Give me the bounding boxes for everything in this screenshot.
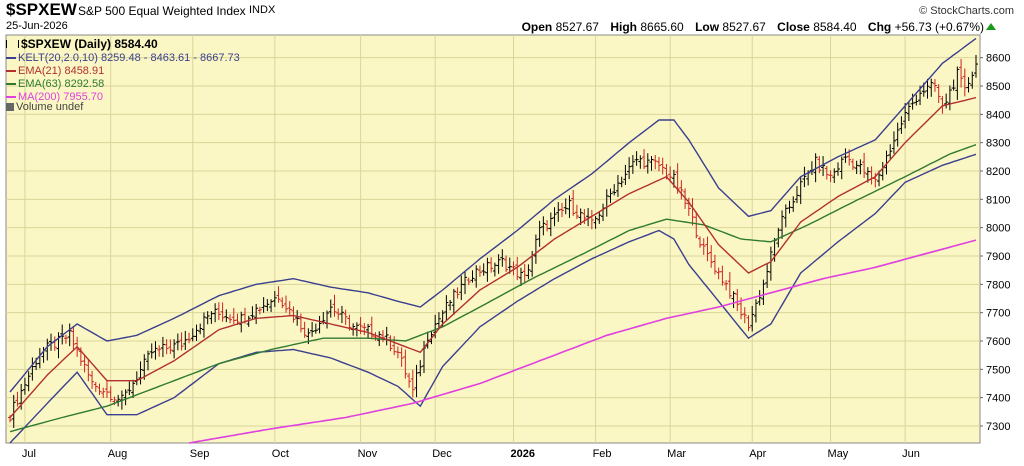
y-tick-label: 7900 — [986, 251, 1010, 263]
x-tick-label: Oct — [272, 448, 289, 460]
legend-kelt: KELT(20,2.0,10) 8259.48 - 8463.61 - 8667… — [6, 52, 240, 64]
x-tick-label: Feb — [593, 448, 612, 460]
legend-ema21: EMA(21) 8458.91 — [6, 65, 104, 77]
y-tick-label: 7700 — [986, 308, 1010, 320]
change-label: Chg — [867, 20, 892, 34]
kelt-lower-line — [9, 153, 977, 444]
ema63-line — [9, 144, 977, 433]
legend-title-text: $SPXEW (Daily) 8584.40 — [21, 37, 158, 51]
legend-ma200: MA(200) 7955.70 — [6, 91, 103, 103]
legend-volume: Volume undef — [6, 101, 83, 113]
y-tick-label: 8400 — [986, 109, 1010, 121]
x-tick-label: Nov — [358, 448, 378, 460]
close-value: 8584.40 — [813, 20, 857, 34]
legend-volume-text: Volume undef — [16, 101, 84, 113]
ema21-line — [9, 96, 977, 418]
brand-watermark: © StockCharts.com — [919, 5, 1014, 17]
y-tick-label: 7300 — [986, 421, 1010, 433]
index-name: S&P 500 Equal Weighted Index — [78, 4, 246, 18]
chart-date: 25-Jun-2026 — [6, 20, 68, 32]
legend-ema63: EMA(63) 8292.58 — [6, 78, 104, 90]
y-tick-label: 8000 — [986, 223, 1010, 235]
high-value: 8665.60 — [640, 20, 684, 34]
change-value: +56.73 (+0.67%) — [894, 20, 984, 34]
low-label: Low — [695, 20, 720, 34]
x-tick-label: Aug — [108, 448, 128, 460]
y-tick-label: 7800 — [986, 279, 1010, 291]
up-arrow-icon — [986, 23, 996, 30]
x-tick-label: Jul — [22, 448, 36, 460]
low-value: 8527.67 — [722, 20, 766, 34]
ema21-swatch — [6, 70, 16, 73]
ema63-swatch — [6, 83, 16, 86]
y-tick-label: 8300 — [986, 138, 1010, 150]
y-tick-label: 7500 — [986, 364, 1010, 376]
close-label: Close — [777, 20, 810, 34]
x-tick-label: Sep — [190, 448, 210, 460]
y-tick-label: 7400 — [986, 393, 1010, 405]
x-tick-label: 2026 — [511, 448, 535, 460]
high-label: High — [610, 20, 637, 34]
y-tick-label: 8500 — [986, 81, 1010, 93]
ma200-swatch — [6, 96, 16, 99]
legend-ema63-text: EMA(63) 8292.58 — [18, 78, 105, 90]
legend-ma200-text: MA(200) 7955.70 — [18, 91, 103, 103]
x-tick-label: Mar — [667, 448, 686, 460]
kelt-swatch — [6, 57, 16, 60]
x-tick-label: Dec — [432, 448, 452, 460]
legend-ema21-text: EMA(21) 8458.91 — [18, 65, 105, 77]
x-tick-label: Jun — [902, 448, 920, 460]
volume-icon — [6, 103, 14, 112]
symbol: $SPXEW — [6, 0, 77, 19]
open-value: 8527.67 — [555, 20, 599, 34]
exchange: INDX — [249, 4, 276, 16]
y-tick-label: 7600 — [986, 336, 1010, 348]
quote-bar: Open 8527.67 High 8665.60 Low 8527.67 Cl… — [514, 20, 984, 34]
legend-kelt-text: KELT(20,2.0,10) 8259.48 - 8463.61 - 8667… — [18, 52, 240, 64]
x-tick-label: May — [828, 448, 849, 460]
open-label: Open — [521, 20, 553, 34]
legend-title: $SPXEW (Daily) 8584.40 — [6, 37, 158, 51]
y-tick-label: 8200 — [986, 166, 1010, 178]
ma200-line — [188, 239, 977, 444]
bar-icon — [6, 40, 19, 48]
y-tick-label: 8600 — [986, 53, 1010, 65]
kelt-upper-line — [9, 37, 977, 393]
x-tick-label: Apr — [749, 448, 766, 460]
plot-area — [5, 34, 981, 444]
y-tick-label: 8100 — [986, 194, 1010, 206]
